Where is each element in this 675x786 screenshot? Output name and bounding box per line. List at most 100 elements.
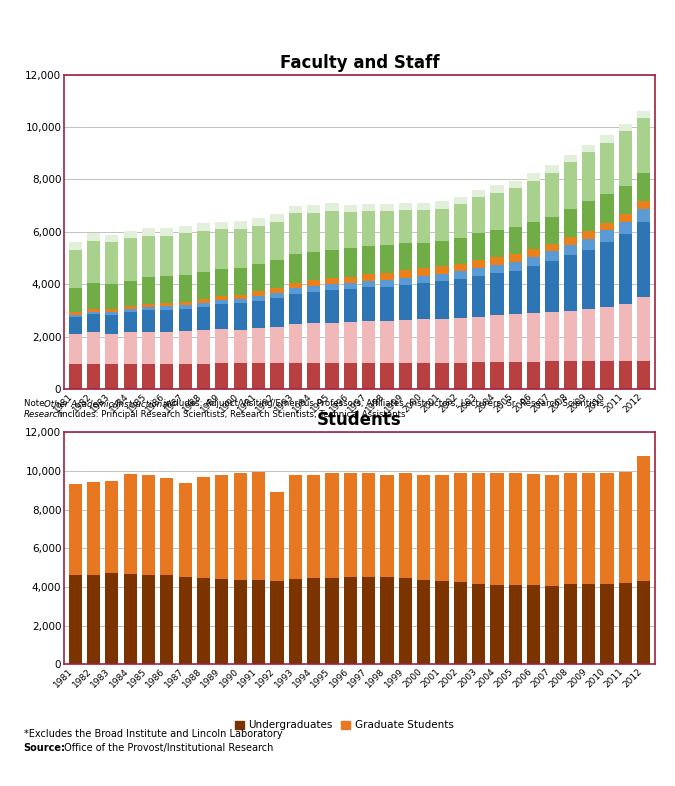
Bar [289,476,302,579]
Bar [234,329,247,363]
Bar [619,472,632,583]
Bar [270,288,284,293]
Bar [637,582,650,664]
Bar [491,185,504,193]
Bar [435,274,449,281]
Bar [105,284,118,310]
Bar [582,309,595,362]
Bar [325,250,339,278]
Bar [454,197,467,204]
Title: Faculty and Staff: Faculty and Staff [279,53,439,72]
Bar [325,363,339,389]
Bar [289,283,302,288]
Bar [619,234,632,304]
Bar [252,218,265,226]
Bar [435,582,449,664]
Bar [362,578,375,664]
Bar [160,307,173,310]
Bar [582,238,595,250]
Bar [637,456,650,582]
Bar [454,279,467,318]
Bar [87,314,100,332]
Bar [69,250,82,288]
Bar [491,273,504,315]
Bar [545,362,559,389]
Bar [619,222,632,234]
Bar [142,332,155,364]
Text: includes: Principal Research Scientists, Research Scientists, Technical Assistan: includes: Principal Research Scientists,… [57,410,406,419]
Bar [270,293,284,299]
Bar [344,578,357,664]
Bar [289,363,302,389]
Bar [564,244,577,255]
Bar [545,312,559,362]
Bar [472,473,485,584]
Bar [619,131,632,185]
Legend: Undergraduates, Graduate Students: Undergraduates, Graduate Students [235,721,454,730]
Bar [380,476,394,578]
Bar [545,261,559,312]
Bar [399,210,412,243]
Bar [545,476,559,586]
Bar [197,330,210,364]
Bar [234,303,247,329]
Bar [215,270,228,296]
Bar [417,319,430,363]
Bar [582,473,595,584]
Bar [527,475,540,585]
Bar [601,194,614,222]
Bar [564,473,577,584]
Bar [545,217,559,244]
Bar [252,329,265,363]
Bar [417,283,430,319]
Bar [545,173,559,217]
Bar [601,584,614,664]
Bar [142,575,155,664]
Bar [601,307,614,361]
Bar [619,185,632,214]
Bar [325,578,339,664]
Bar [179,302,192,305]
Bar [69,314,82,317]
Bar [307,476,320,578]
Bar [435,241,449,266]
Bar [69,334,82,364]
Bar [289,213,302,255]
Bar [509,254,522,263]
Bar [307,285,320,292]
Bar [270,222,284,260]
Bar [325,323,339,363]
Bar [179,483,192,577]
Bar [105,310,118,312]
Bar [142,310,155,332]
Bar [527,181,540,222]
Bar [215,222,228,230]
Bar [491,230,504,257]
Bar [601,222,614,230]
Bar [69,317,82,334]
Bar [289,294,302,324]
Bar [270,299,284,327]
Bar [197,477,210,578]
Bar [344,473,357,578]
Bar [362,246,375,274]
Bar [105,315,118,334]
Bar [215,296,228,300]
Bar [472,317,485,362]
Bar [105,364,118,389]
Bar [637,296,650,361]
Bar [142,307,155,310]
Bar [472,233,485,260]
Bar [325,278,339,284]
Bar [344,277,357,283]
Bar [179,331,192,364]
Bar [637,209,650,222]
Bar [105,312,118,315]
Bar [234,222,247,229]
Bar [435,281,449,319]
Bar [325,284,339,290]
Bar [307,205,320,213]
Bar [380,273,394,280]
Text: includes: Adjunct/Visiting/Emeritus Professors, Affiliates, Instructors, Lecture: includes: Adjunct/Visiting/Emeritus Prof… [161,399,603,408]
Bar [344,289,357,322]
